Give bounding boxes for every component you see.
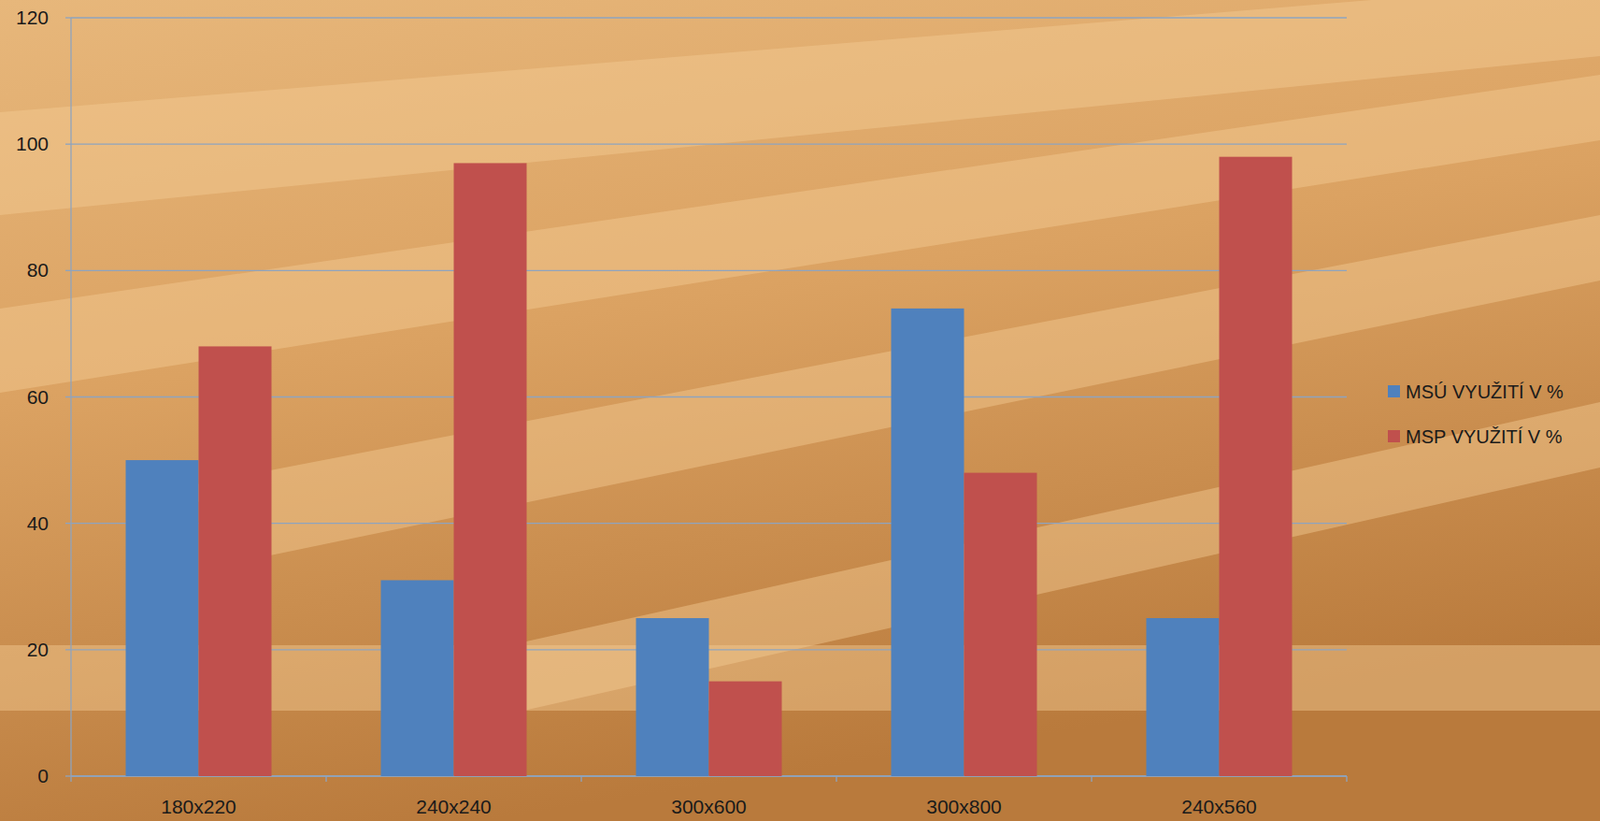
legend-label: MSÚ VYUŽITÍ V % — [1405, 381, 1564, 402]
x-tick — [325, 775, 327, 782]
chart-container: 0 20 40 60 80 100 120 180x220 240x240 300x600 300x… — [0, 0, 1600, 821]
x-tick — [835, 775, 837, 782]
bar — [381, 579, 455, 776]
bar — [891, 308, 965, 776]
bar — [964, 472, 1038, 776]
y-tick — [65, 774, 72, 776]
y-tick — [65, 270, 72, 272]
legend-swatch — [1387, 429, 1400, 443]
y-tick — [65, 396, 72, 398]
x-tick — [580, 775, 582, 782]
y-tick-label: 80 — [27, 258, 49, 281]
grid-line — [71, 16, 1347, 18]
y-tick-label: 40 — [27, 512, 49, 534]
background-beam — [0, 0, 1600, 215]
y-axis — [70, 17, 72, 776]
bar — [454, 162, 528, 776]
x-tick — [70, 775, 72, 782]
grid-line — [71, 270, 1347, 272]
y-tick-label: 120 — [15, 6, 49, 29]
bar — [709, 681, 783, 776]
bar — [1146, 617, 1220, 776]
y-tick — [65, 16, 72, 18]
x-tick — [1090, 775, 1092, 782]
bar — [636, 617, 710, 776]
y-tick — [65, 648, 72, 650]
legend-swatch — [1387, 385, 1400, 398]
grid-line — [71, 143, 1347, 145]
chart-svg: 0 20 40 60 80 100 120 180x220 240x240 300x600 300x… — [0, 0, 1600, 821]
x-tick-label: 300x600 — [671, 795, 747, 817]
x-tick-label: 240x560 — [1181, 795, 1258, 817]
y-tick — [65, 143, 72, 145]
y-tick-label: 100 — [15, 132, 49, 155]
x-tick-label: 240x240 — [415, 795, 492, 817]
x-tick-label: 300x800 — [926, 795, 1002, 817]
y-tick-label: 60 — [27, 385, 49, 408]
bar — [1219, 157, 1293, 776]
x-tick — [1345, 775, 1347, 782]
background-beam — [0, 74, 1600, 393]
x-tick-label: 180x220 — [160, 795, 237, 817]
bar — [199, 345, 272, 776]
legend-label: MSP VYUŽITÍ V % — [1405, 426, 1563, 447]
bar — [126, 459, 200, 776]
y-tick-label: 0 — [37, 764, 49, 786]
y-tick — [65, 522, 72, 524]
bars — [126, 157, 1293, 776]
y-tick-label: 20 — [27, 638, 49, 660]
